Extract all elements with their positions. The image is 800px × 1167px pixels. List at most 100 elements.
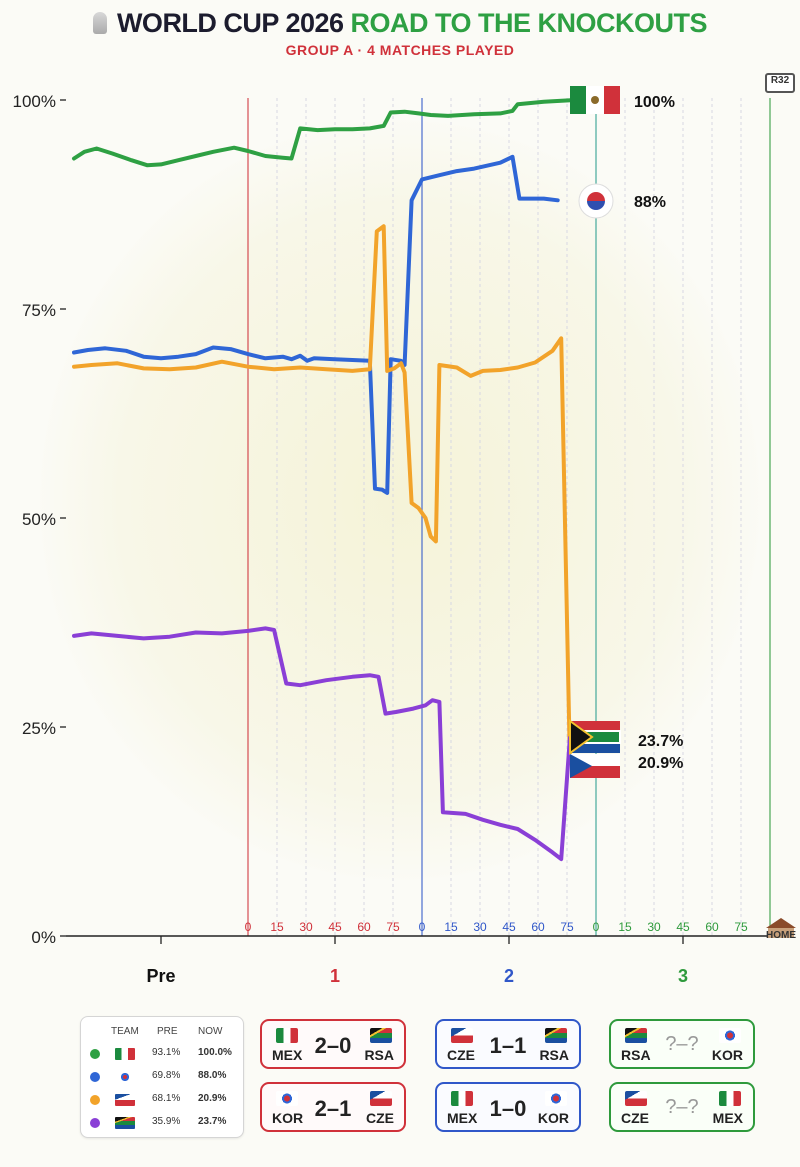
- legend-pre: 93.1%: [152, 1047, 181, 1058]
- subtitle: GROUP A · 4 MATCHES PLAYED: [285, 42, 515, 58]
- legend-now: 20.9%: [198, 1093, 227, 1104]
- minute-tick-label: 45: [676, 920, 690, 934]
- series-line-rsa: [72, 626, 572, 862]
- legend-dot: [90, 1118, 100, 1128]
- minute-tick-label: 15: [444, 920, 458, 934]
- home-team-code: MEX: [272, 1047, 303, 1063]
- czech-flag-icon: [115, 1094, 135, 1106]
- legend-row-rsa: 35.9% 23.7%: [81, 1112, 243, 1134]
- header: WORLD CUP 2026 ROAD TO THE KNOCKOUTS GRO…: [0, 6, 800, 58]
- title-part2: ROAD TO THE KNOCKOUTS: [350, 8, 708, 38]
- away-team-code: KOR: [537, 1110, 569, 1126]
- minute-tick-label: 0: [593, 920, 600, 934]
- match-score: 1–1: [489, 1033, 527, 1058]
- south-africa-flag-icon: [370, 1028, 392, 1043]
- legend-now: 23.7%: [198, 1116, 227, 1127]
- title-part1: WORLD CUP 2026: [116, 8, 344, 38]
- south-africa-flag-icon: [570, 721, 620, 731]
- legend-header-pre: PRE: [157, 1026, 178, 1037]
- korea-flag-taegeuk: [587, 192, 605, 201]
- korea-flag-icon: [719, 1028, 741, 1043]
- match-card[interactable]: KOR CZE 2–1: [260, 1082, 406, 1132]
- south-africa-flag-icon: [115, 1117, 135, 1129]
- match-score: 1–0: [489, 1096, 527, 1121]
- match-card[interactable]: MEX KOR 1–0: [435, 1082, 581, 1132]
- r32-icon: R32: [765, 73, 795, 93]
- background-wash: [40, 120, 760, 880]
- match-score: 2–0: [314, 1033, 352, 1058]
- minute-tick-label: 75: [386, 920, 400, 934]
- minute-tick-label: 75: [734, 920, 748, 934]
- match-card[interactable]: RSA KOR ?–?: [609, 1019, 755, 1069]
- end-markers: 100% 88% 20.9% 23.7%: [569, 86, 683, 778]
- legend-dot: [90, 1049, 100, 1059]
- home-team-code: KOR: [272, 1110, 304, 1126]
- home-team-code: CZE: [447, 1047, 475, 1063]
- away-team-code: RSA: [364, 1047, 394, 1063]
- legend-pre: 69.8%: [152, 1070, 181, 1081]
- y-tick-label: 0%: [31, 928, 56, 947]
- match-card[interactable]: MEX RSA 2–0: [260, 1019, 406, 1069]
- legend-row-kor: 69.8% 88.0%: [81, 1066, 243, 1088]
- mexico-flag-icon: [451, 1091, 473, 1106]
- korea-flag-icon: [545, 1091, 567, 1106]
- away-team-code: MEX: [712, 1110, 743, 1126]
- korea-flag-icon: [276, 1091, 298, 1106]
- match-card[interactable]: CZE RSA 1–1: [435, 1019, 581, 1069]
- series-line-kor: [72, 154, 560, 495]
- czech-flag-icon: [451, 1028, 473, 1043]
- legend-pre: 35.9%: [152, 1116, 181, 1127]
- mexico-flag-icon: [276, 1028, 298, 1043]
- home-team-code: MEX: [447, 1110, 478, 1126]
- legend-row-cze: 68.1% 20.9%: [81, 1089, 243, 1111]
- minute-tick-label: 30: [299, 920, 313, 934]
- mexico-flag-icon: [115, 1048, 135, 1060]
- phase-label: 3: [678, 966, 688, 986]
- match-score: ?–?: [665, 1033, 699, 1055]
- minute-tick-label: 15: [618, 920, 632, 934]
- minute-tick-label: 60: [357, 920, 371, 934]
- minute-tick-label: 45: [328, 920, 342, 934]
- korea-flag-icon: [115, 1071, 135, 1083]
- czech-flag-icon: [625, 1091, 647, 1106]
- legend-row-mex: 93.1% 100.0%: [81, 1043, 243, 1065]
- end-label-cze: 20.9%: [638, 755, 683, 772]
- end-label-mex: 100%: [634, 94, 675, 111]
- legend-pre: 68.1%: [152, 1093, 181, 1104]
- y-tick-label: 75%: [22, 301, 56, 320]
- south-africa-flag-icon: [545, 1028, 567, 1043]
- south-africa-flag-triangle: [569, 719, 594, 755]
- south-africa-flag-icon: [570, 743, 620, 753]
- y-tick-label: 25%: [22, 719, 56, 738]
- home-icon: HOME: [763, 918, 799, 952]
- minute-tick-label: 75: [560, 920, 574, 934]
- czech-flag-icon: [370, 1091, 392, 1106]
- minute-tick-label: 30: [473, 920, 487, 934]
- away-team-code: CZE: [366, 1110, 394, 1126]
- legend-table: TEAM PRE NOW 93.1% 100.0% 69.8% 88.0% 68…: [80, 1016, 244, 1138]
- minute-tick-label: 0: [245, 920, 252, 934]
- mexico-flag-icon: [570, 86, 586, 114]
- away-team-code: RSA: [539, 1047, 569, 1063]
- mexico-flag-icon: [719, 1091, 741, 1106]
- legend-header-now: NOW: [198, 1026, 223, 1037]
- match-card[interactable]: CZE MEX ?–?: [609, 1082, 755, 1132]
- match-score: ?–?: [665, 1096, 699, 1118]
- y-tick-label: 50%: [22, 510, 56, 529]
- mexico-flag-emblem: [591, 96, 599, 104]
- y-tick-label: 100%: [13, 92, 56, 111]
- minute-tick-label: 60: [531, 920, 545, 934]
- end-label-kor: 88%: [634, 194, 666, 211]
- phase-label: 2: [504, 966, 514, 986]
- south-africa-flag-icon: [625, 1028, 647, 1043]
- legend-header-team: TEAM: [111, 1026, 139, 1037]
- legend-dot: [90, 1072, 100, 1082]
- end-label-rsa: 23.7%: [638, 733, 683, 750]
- page-title: WORLD CUP 2026 ROAD TO THE KNOCKOUTS: [0, 6, 800, 40]
- home-team-code: RSA: [621, 1047, 651, 1063]
- match-score: 2–1: [314, 1096, 352, 1121]
- series-line-mex: [72, 98, 578, 168]
- legend-dot: [90, 1095, 100, 1105]
- minute-tick-label: 0: [419, 920, 426, 934]
